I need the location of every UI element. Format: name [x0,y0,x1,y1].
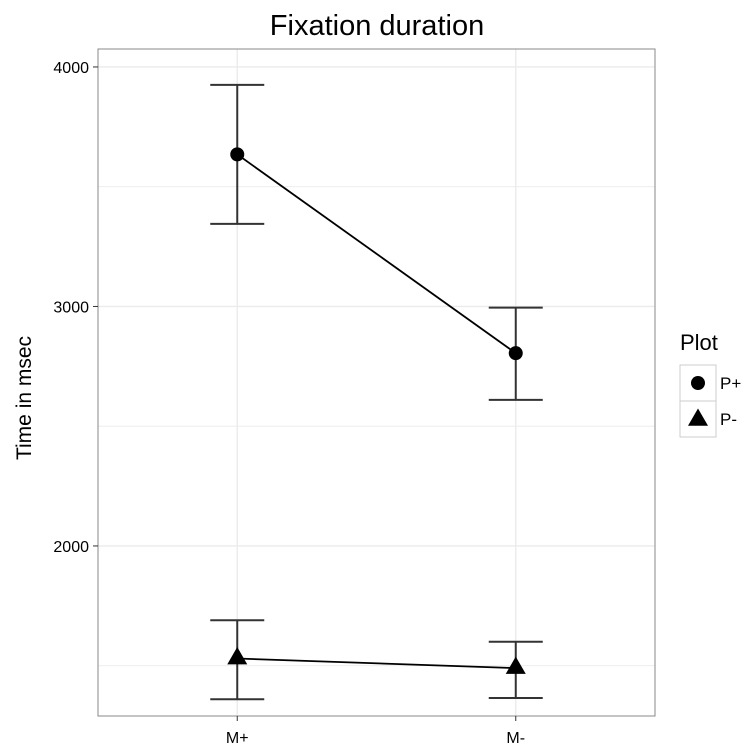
plot-panel [97,48,656,717]
y-axis-title: Time in msec [13,336,36,460]
data-point [505,656,526,674]
series-lines [236,153,517,669]
legend-marker [691,376,705,390]
series-line [236,153,517,354]
grid-lines [98,49,655,716]
chart-title: Fixation duration [270,10,484,42]
panel-border [97,48,656,717]
error-bars [210,83,543,701]
y-tick-label: 2000 [53,539,89,556]
x-axis: M+ M- [226,716,525,747]
y-tick-label: 4000 [53,60,89,77]
legend-marker [688,408,708,426]
legend-keys: P+ P- [679,364,741,438]
series-line [237,657,516,669]
data-point [227,647,248,665]
y-axis: 2000 3000 4000 [53,60,98,556]
x-tick-label: M- [506,730,525,747]
data-point [230,147,245,162]
legend-label: P+ [720,374,741,393]
legend-title: Plot [680,330,718,355]
x-tick-label: M+ [226,730,249,747]
legend-label: P- [720,410,737,429]
legend-item: P- [679,400,737,438]
data-point [508,346,523,361]
legend-item: P+ [679,364,741,402]
data-points [227,147,526,674]
y-tick-label: 3000 [53,299,89,316]
legend: Plot P+ P- [679,330,741,438]
